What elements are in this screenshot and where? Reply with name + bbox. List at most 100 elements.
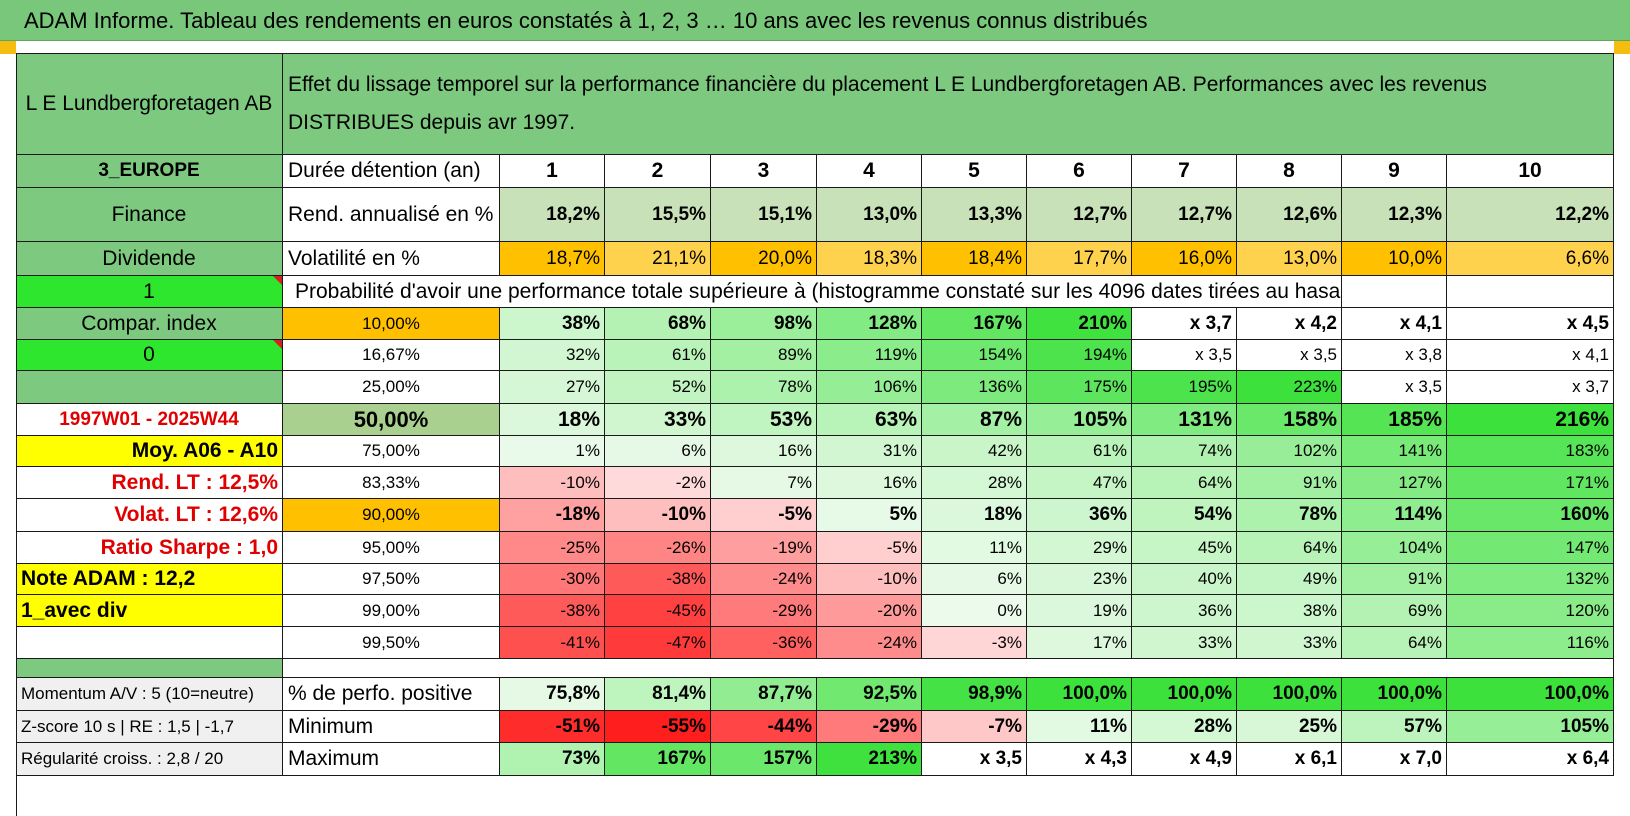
probability-value: 116% [1447, 627, 1614, 659]
maximum-cell: x 3,5 [922, 743, 1027, 776]
probability-value: 119% [817, 340, 922, 371]
probability-threshold: 25,00% [283, 371, 500, 404]
probability-value: 29% [1027, 532, 1132, 564]
probability-value: -29% [711, 595, 817, 627]
annual-return-cell: 15,5% [605, 188, 711, 242]
probability-value: -45% [605, 595, 711, 627]
probability-value: 16% [817, 467, 922, 499]
annual-return-cell: 18,2% [500, 188, 605, 242]
probability-value: x 3,5 [1237, 340, 1342, 371]
probability-threshold: 95,00% [283, 532, 500, 564]
probability-value: -18% [500, 499, 605, 532]
probability-value: 33% [1132, 627, 1237, 659]
probability-value: 18% [922, 499, 1027, 532]
long-term-return: Rend. LT : 12,5% [16, 467, 283, 499]
sharpe-ratio: Ratio Sharpe : 1,0 [16, 532, 283, 564]
probability-value: x 4,2 [1237, 308, 1342, 340]
probability-value: 106% [817, 371, 922, 404]
flag-one: 1 [16, 276, 283, 308]
probability-value: 128% [817, 308, 922, 340]
holding-duration-label: Durée détention (an) [283, 155, 500, 188]
positive-performance-cell: 87,7% [711, 678, 817, 711]
maximum-cell: 167% [605, 743, 711, 776]
maximum-cell: x 4,3 [1027, 743, 1132, 776]
probability-value: 1% [500, 436, 605, 467]
volatility-cell: 13,0% [1237, 242, 1342, 276]
minimum-indicator: Z-score 10 s | RE : 1,5 | -1,7 [16, 711, 283, 743]
probability-value: 33% [605, 404, 711, 436]
probability-value: 195% [1132, 371, 1237, 404]
region-label: 3_EUROPE [16, 155, 283, 188]
probability-value: -38% [605, 564, 711, 595]
positive-performance-cell: 98,9% [922, 678, 1027, 711]
positive-performance-cell: 100,0% [1447, 678, 1614, 711]
volatility-cell: 17,7% [1027, 242, 1132, 276]
volatility-cell: 20,0% [711, 242, 817, 276]
positive-performance-cell: 81,4% [605, 678, 711, 711]
annual-return-cell: 12,7% [1132, 188, 1237, 242]
year-header: 10 [1447, 155, 1614, 188]
probability-value: 216% [1447, 404, 1614, 436]
probability-value: 64% [1132, 467, 1237, 499]
with-dividend-label: 1_avec div [16, 595, 283, 627]
probability-value: 194% [1027, 340, 1132, 371]
probability-value: 40% [1132, 564, 1237, 595]
dividend-label: Dividende [16, 242, 283, 276]
corner-marker-left [0, 41, 16, 54]
maximum-cell: x 7,0 [1342, 743, 1447, 776]
minimum-cell: 25% [1237, 711, 1342, 743]
year-header: 7 [1132, 155, 1237, 188]
probability-value: 160% [1447, 499, 1614, 532]
probability-value: 210% [1027, 308, 1132, 340]
minimum-cell: -55% [605, 711, 711, 743]
annual-return-cell: 12,7% [1027, 188, 1132, 242]
spacer-left [16, 659, 283, 678]
year-header: 1 [500, 155, 605, 188]
probability-value: 171% [1447, 467, 1614, 499]
probability-value: 49% [1237, 564, 1342, 595]
probability-value: 68% [605, 308, 711, 340]
year-header: 4 [817, 155, 922, 188]
empty-cell [1342, 276, 1447, 308]
probability-threshold: 16,67% [283, 340, 500, 371]
probability-value: 120% [1447, 595, 1614, 627]
probability-value: 91% [1342, 564, 1447, 595]
probability-value: 131% [1132, 404, 1237, 436]
probability-value: 78% [1237, 499, 1342, 532]
probability-value: 98% [711, 308, 817, 340]
probability-value: -10% [605, 499, 711, 532]
volatility-cell: 6,6% [1447, 242, 1614, 276]
probability-value: 38% [1237, 595, 1342, 627]
flag-zero: 0 [16, 340, 283, 371]
probability-value: -25% [500, 532, 605, 564]
probability-value: 16% [711, 436, 817, 467]
annual-return-cell: 12,6% [1237, 188, 1342, 242]
volatility-cell: 10,0% [1342, 242, 1447, 276]
probability-value: -2% [605, 467, 711, 499]
probability-value: 105% [1027, 404, 1132, 436]
probability-value: 17% [1027, 627, 1132, 659]
probability-threshold: 83,33% [283, 467, 500, 499]
probability-value: 45% [1132, 532, 1237, 564]
probability-value: 54% [1132, 499, 1237, 532]
probability-value: 0% [922, 595, 1027, 627]
period-label: 1997W01 - 2025W44 [16, 404, 283, 436]
probability-value: 6% [605, 436, 711, 467]
positive-performance-cell: 100,0% [1342, 678, 1447, 711]
probability-value: 38% [500, 308, 605, 340]
annual-return-cell: 13,0% [817, 188, 922, 242]
probability-value: -10% [500, 467, 605, 499]
year-header: 6 [1027, 155, 1132, 188]
volatility-label: Volatilité en % [283, 242, 500, 276]
probability-value: 19% [1027, 595, 1132, 627]
probability-value: -26% [605, 532, 711, 564]
page-title: ADAM Informe. Tableau des rendements en … [24, 8, 1148, 33]
probability-value: 154% [922, 340, 1027, 371]
positive-performance-label: % de perfo. positive [283, 678, 500, 711]
annual-return-cell: 13,3% [922, 188, 1027, 242]
maximum-cell: 157% [711, 743, 817, 776]
probability-value: 158% [1237, 404, 1342, 436]
probability-value: 23% [1027, 564, 1132, 595]
title-bar: ADAM Informe. Tableau des rendements en … [0, 0, 1630, 41]
probability-value: 104% [1342, 532, 1447, 564]
